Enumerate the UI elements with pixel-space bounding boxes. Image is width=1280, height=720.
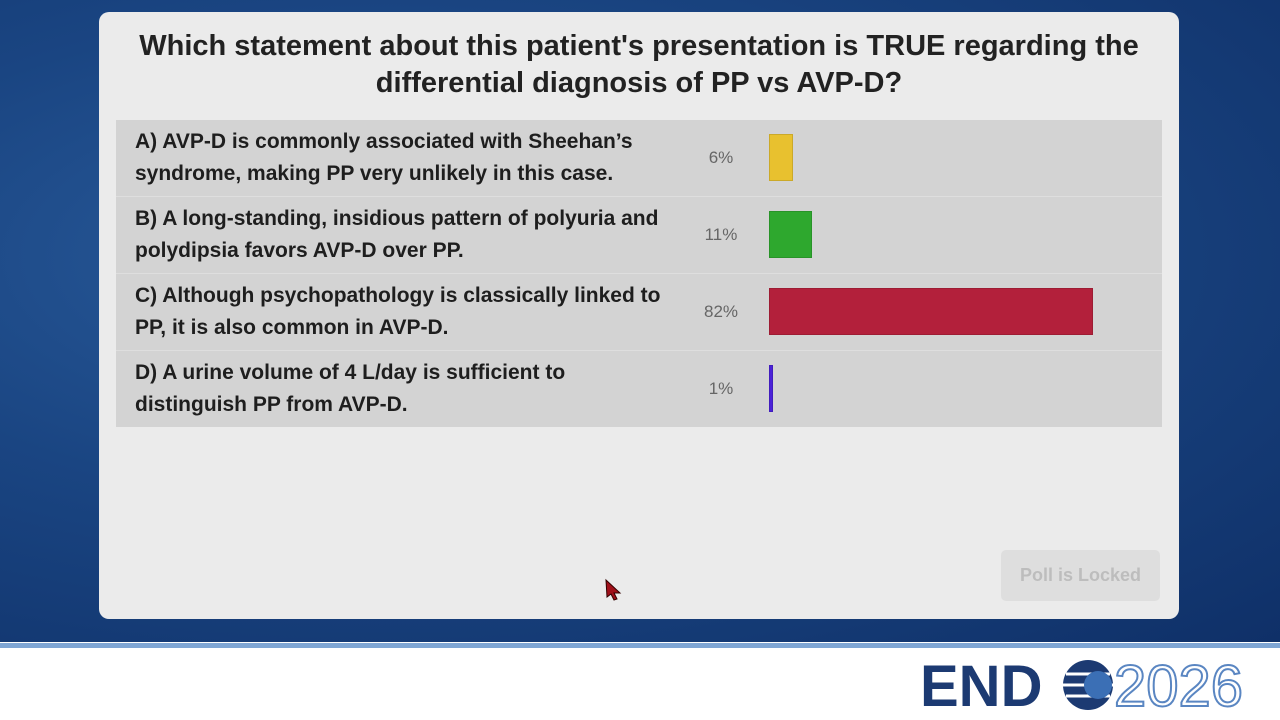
poll-button[interactable]: Poll is Locked xyxy=(1001,550,1160,601)
bar xyxy=(769,211,813,258)
poll-option: D) A urine volume of 4 L/day is sufficie… xyxy=(116,351,1162,427)
poll-panel: Which statement about this patient's pre… xyxy=(99,12,1179,619)
poll-option: C) Although psychopathology is classical… xyxy=(116,274,1162,351)
bar xyxy=(769,288,1093,335)
poll-options: A) AVP-D is commonly associated with She… xyxy=(116,120,1162,427)
option-text: C) Although psychopathology is classical… xyxy=(135,284,661,339)
logo-year: 2026 xyxy=(1114,654,1243,718)
option-text: D) A urine volume of 4 L/day is sufficie… xyxy=(135,361,566,416)
bar xyxy=(769,134,793,181)
cursor xyxy=(605,578,622,601)
option-percent: 82% xyxy=(703,302,739,321)
bar xyxy=(769,365,773,412)
option-percent: 1% xyxy=(708,379,734,398)
stripe xyxy=(0,643,1280,648)
poll-option: B) A long-standing, insidious pattern of… xyxy=(116,197,1162,274)
option-text: B) A long-standing, insidious pattern of… xyxy=(135,207,659,262)
logo: END 2026 xyxy=(920,653,1244,718)
poll-question: Which statement about this patient's pre… xyxy=(139,30,1139,99)
option-percent: 11% xyxy=(704,225,738,244)
logo-globe xyxy=(1063,660,1113,710)
option-text: A) AVP-D is commonly associated with She… xyxy=(135,130,633,185)
option-percent: 6% xyxy=(708,148,734,167)
logo-brand: END xyxy=(920,654,1042,718)
poll-option: A) AVP-D is commonly associated with She… xyxy=(116,120,1162,197)
